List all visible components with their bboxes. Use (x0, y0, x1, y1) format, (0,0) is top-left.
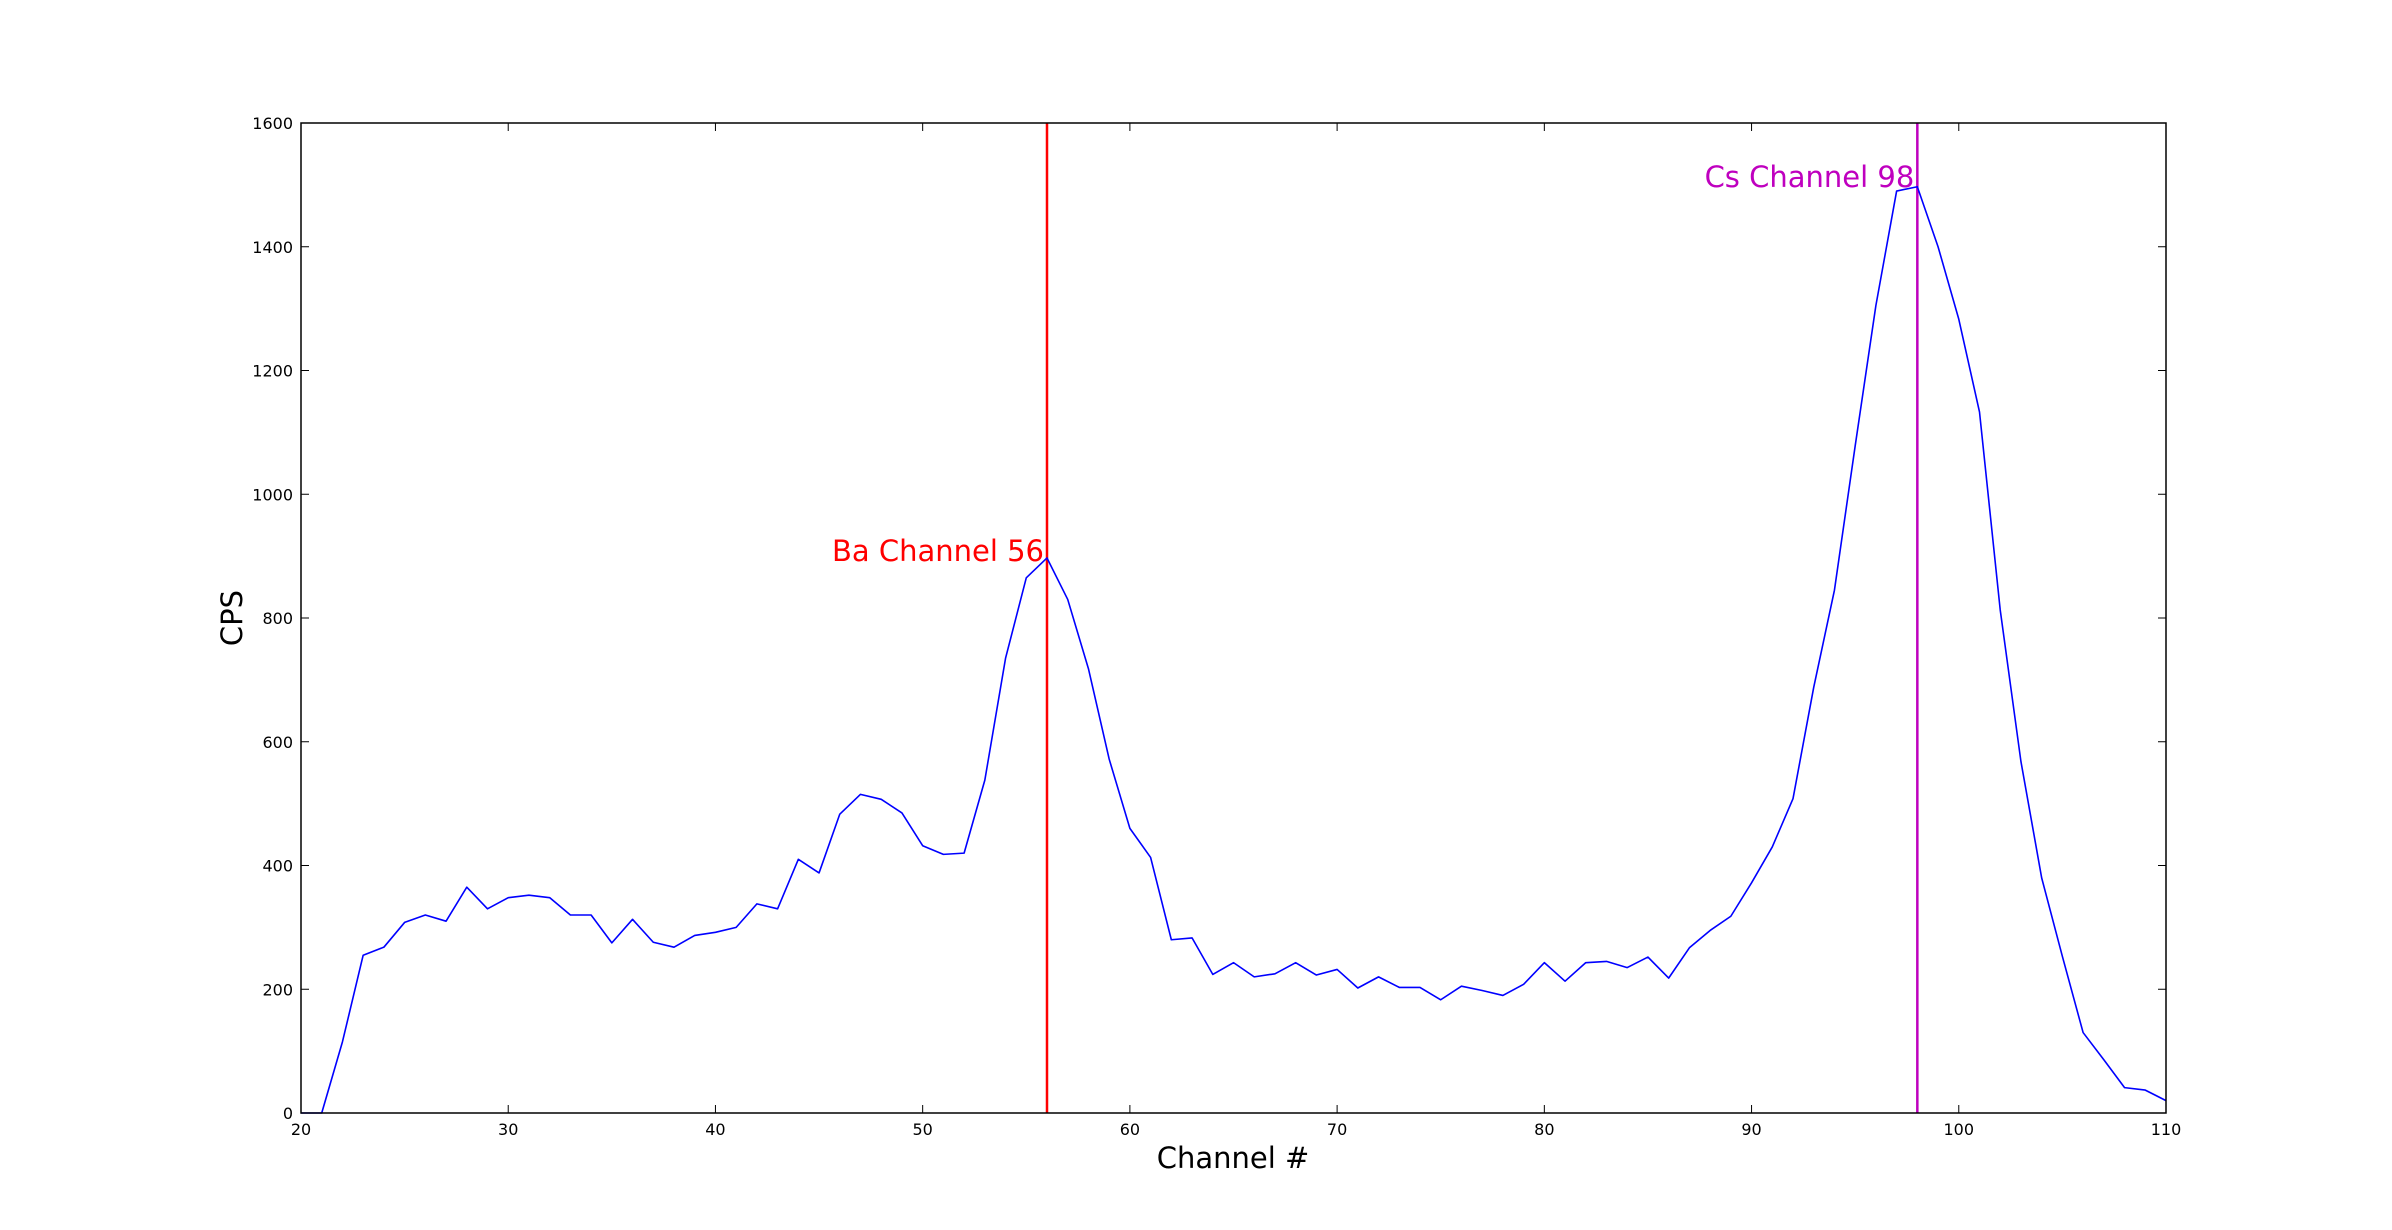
plot-background (301, 123, 2166, 1113)
y-tick-label: 200 (262, 980, 293, 999)
x-tick-label: 100 (1944, 1120, 1975, 1139)
plot-frame (300, 122, 2167, 1114)
x-tick-label: 50 (912, 1120, 932, 1139)
x-tick-label: 60 (1120, 1120, 1140, 1139)
x-tick-label: 30 (498, 1120, 518, 1139)
axis-ticks: 20 30 40 50 60 70 80 90 100 110 0 200 400 600 800 1000 1… (252, 114, 2181, 1139)
y-tick-label: 1400 (252, 238, 293, 257)
y-tick-label: 0 (283, 1104, 293, 1123)
x-tick-label: 40 (705, 1120, 725, 1139)
annotation-ba: Ba Channel 56 (832, 534, 1044, 568)
x-tick-label: 80 (1534, 1120, 1554, 1139)
y-tick-label: 1200 (252, 362, 293, 381)
annotations: Ba Channel 56 Cs Channel 98 (832, 160, 1914, 568)
vertical-markers (1045, 123, 1919, 1113)
y-axis-label: CPS (215, 590, 249, 646)
y-tick-label: 600 (262, 733, 293, 752)
series-line-spectrum (301, 185, 2167, 1114)
x-tick-label: 90 (1741, 1120, 1761, 1139)
x-tick-label: 110 (2151, 1120, 2182, 1139)
x-tick-label: 20 (291, 1120, 311, 1139)
x-axis-label: Channel # (1157, 1141, 1310, 1175)
y-tick-label: 1600 (252, 114, 293, 133)
y-tick-label: 1000 (252, 485, 293, 504)
annotation-cs: Cs Channel 98 (1705, 160, 1915, 194)
x-tick-label: 70 (1327, 1120, 1347, 1139)
series-group (301, 185, 2167, 1114)
y-tick-label: 400 (262, 857, 293, 876)
y-tick-label: 800 (262, 609, 293, 628)
